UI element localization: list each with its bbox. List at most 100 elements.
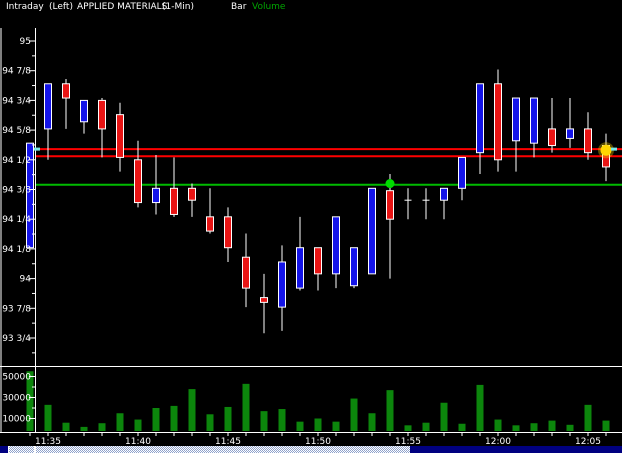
scrollbar-left-button[interactable]	[0, 446, 9, 453]
candle-body	[242, 256, 250, 289]
scrollbar-thumb[interactable]	[410, 446, 622, 453]
green-dot-marker	[385, 179, 395, 189]
time-tick-label: 12:05	[575, 437, 601, 447]
price-tick-label: 94 1/8	[2, 245, 31, 255]
candle-body	[44, 83, 52, 130]
volume-bar	[584, 404, 592, 431]
volume-bar	[152, 408, 160, 431]
volume-bar	[188, 389, 196, 431]
volume-bar	[602, 420, 610, 431]
price-tick-label: 94 1/2	[2, 156, 31, 166]
volume-bar	[116, 413, 124, 431]
volume-bar	[278, 409, 286, 431]
candle-body	[134, 159, 142, 204]
candle-body	[80, 99, 88, 123]
candle-body	[206, 216, 214, 232]
time-tick-label: 12:00	[485, 437, 511, 447]
volume-bar	[170, 405, 178, 431]
candle-body	[548, 128, 556, 147]
candles-layer	[26, 69, 610, 334]
candle-body	[386, 190, 394, 220]
volume-bar	[404, 425, 412, 431]
horizontal-scrollbar[interactable]	[0, 446, 622, 453]
interval-label: (1-Min)	[162, 2, 194, 12]
volume-bar	[350, 398, 358, 431]
candle-body	[314, 247, 322, 275]
volume-bar	[206, 414, 214, 431]
price-tick-label: 93 3/4	[2, 334, 31, 344]
volume-bar	[512, 425, 520, 431]
candle-body	[170, 187, 178, 215]
time-tick-label: 11:55	[395, 437, 421, 447]
candle-body	[26, 142, 34, 249]
candle-body	[98, 99, 106, 130]
time-tick-label: 11:50	[305, 437, 331, 447]
time-tick-label: 11:35	[35, 437, 61, 447]
volume-bar	[458, 423, 466, 431]
candle-body	[116, 114, 124, 158]
volume-layer	[26, 371, 610, 431]
volume-bar	[296, 421, 304, 431]
volume-bar	[422, 422, 430, 431]
price-tick-label: 93 7/8	[2, 304, 31, 314]
price-tick-label: 94 7/8	[2, 67, 31, 77]
volume-bar	[386, 390, 394, 431]
plot-type-label: Bar	[231, 2, 247, 12]
axis-side-label: (Left)	[49, 2, 73, 12]
volume-bar	[332, 421, 340, 431]
volume-bar	[242, 383, 250, 431]
volume-bar	[566, 424, 574, 431]
volume-bar	[440, 402, 448, 431]
volume-bar	[476, 384, 484, 431]
price-tick-label: 94 3/4	[2, 96, 31, 106]
series-label: Intraday	[6, 2, 44, 12]
candle-body	[440, 187, 448, 201]
price-lines-layer	[35, 148, 622, 186]
price-tick-label: 95	[20, 37, 31, 47]
volume-bar	[44, 404, 52, 431]
scrollbar-origin-mark	[34, 446, 36, 453]
price-tick-label: 94 3/8	[2, 186, 31, 196]
cyan-left-marker	[34, 147, 40, 151]
yellow-last-price-marker	[600, 144, 612, 156]
candle-body	[350, 247, 358, 287]
volume-tick-label: 30000	[2, 394, 31, 404]
candle-body	[188, 187, 196, 201]
candle-body	[152, 187, 160, 204]
candle-body	[62, 83, 70, 99]
volume-bar	[260, 411, 268, 431]
volume-tick-label: 10000	[2, 415, 31, 425]
candle-body	[332, 216, 340, 275]
volume-tick-label: 50000	[2, 373, 31, 383]
time-tick-label: 11:40	[125, 437, 151, 447]
volume-bar	[368, 413, 376, 431]
volume-series-label: Volume	[252, 2, 286, 12]
volume-bar	[530, 423, 538, 431]
candle-body	[224, 216, 232, 249]
time-tick-label: 11:45	[215, 437, 241, 447]
cyan-right-marker	[611, 147, 617, 151]
candle-body	[584, 128, 592, 154]
candle-body	[260, 297, 268, 303]
candle-body	[494, 83, 502, 161]
symbol-label: APPLIED MATERIALS	[77, 2, 168, 12]
volume-bar	[62, 422, 70, 431]
candle-body	[368, 187, 376, 275]
candle-body	[278, 261, 286, 308]
markers-layer	[34, 142, 617, 189]
price-tick-label: 94	[20, 275, 32, 285]
axes-layer: 95 94 7/8 94 3/4 94 5/8 94 1/2 94 3/8 94 1/4 94…	[0, 28, 622, 447]
candle-body	[458, 156, 466, 189]
volume-bar	[494, 419, 502, 431]
volume-bar	[98, 423, 106, 431]
candle-body	[566, 128, 574, 139]
volume-bar	[26, 371, 34, 431]
candle-body	[476, 83, 484, 154]
candle-body	[512, 97, 520, 142]
chart-header: Intraday (Left) APPLIED MATERIALS (1-Min…	[0, 1, 622, 14]
volume-bar	[134, 419, 142, 431]
price-tick-label: 94 5/8	[2, 126, 31, 136]
volume-bar	[314, 418, 322, 431]
